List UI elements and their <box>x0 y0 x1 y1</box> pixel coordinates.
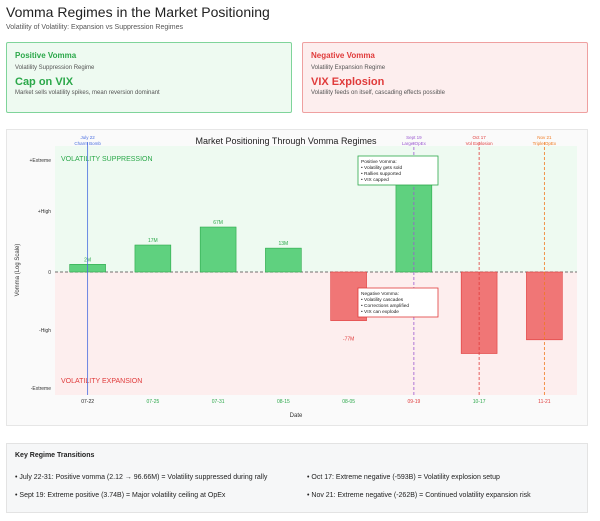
y-tick-label: -High <box>39 328 51 334</box>
bar-07-25 <box>134 244 172 273</box>
key-regime-transitions: Key Regime Transitions • July 22-31: Pos… <box>6 443 588 513</box>
x-tick-label: 08-05 <box>342 399 355 405</box>
negative-annotation-line: • Volatility cascades <box>361 297 404 303</box>
y-tick-label: 0 <box>48 270 51 276</box>
negative-card-heading: Negative Vomma <box>311 51 375 60</box>
x-tick-label: 08-15 <box>277 399 290 405</box>
negative-card-desc: Volatility feeds on itself, cascading ef… <box>311 90 445 96</box>
data-label: -77M <box>343 337 354 343</box>
positive-annotation-title: Positive Vomma: <box>361 159 397 165</box>
y-tick-label: -Extreme <box>31 386 52 392</box>
event-label: Nov 21 <box>537 135 552 140</box>
negative-card-sub: Volatility Expansion Regime <box>311 65 386 71</box>
suppression-zone <box>55 146 577 272</box>
transition-item: • Nov 21: Extreme negative (-262B) = Con… <box>307 492 531 499</box>
bar-07-31 <box>199 226 237 273</box>
negative-vomma-card: Negative Vomma Volatility Expansion Regi… <box>302 42 588 113</box>
positive-annotation-line: • Rallies supported <box>361 171 401 177</box>
chart-title: Market Positioning Through Vomma Regimes <box>196 136 377 146</box>
positive-card-desc: Market sells volatility spikes, mean rev… <box>15 90 160 96</box>
x-tick-label: 07-22 <box>81 399 94 405</box>
chart-container: Market Positioning Through Vomma Regimes… <box>6 129 588 426</box>
page-title: Vomma Regimes in the Market Positioning <box>6 4 270 20</box>
positive-card-heading: Positive Vomma <box>15 51 77 60</box>
positive-annotation-line: • Volatility gets sold <box>361 165 402 171</box>
negative-annotation-line: • VIX can explode <box>361 309 399 315</box>
event-label: Oct 17 <box>472 135 486 140</box>
bar-08-15 <box>265 247 302 273</box>
suppression-zone-label: VOLATILITY SUPPRESSION <box>61 156 153 163</box>
x-tick-label: 07-25 <box>146 399 159 405</box>
x-axis-label: Date <box>290 413 303 419</box>
negative-annotation-title: Negative Vomma: <box>361 291 399 297</box>
negative-annotation-box <box>357 287 439 318</box>
positive-annotation-line: • VIX capped <box>361 177 389 183</box>
negative-annotation-line: • Corrections amplified <box>361 303 409 309</box>
event-label: Vol Explosion <box>466 141 494 146</box>
y-axis-label: Vomma (Log Scale) <box>15 244 21 297</box>
data-label: 67M <box>213 220 223 226</box>
transition-item: • Oct 17: Extreme negative (-593B) = Vol… <box>307 474 500 481</box>
x-tick-label: 07-31 <box>212 399 225 405</box>
x-tick-label: 11-21 <box>538 399 551 405</box>
transition-item: • Sept 19: Extreme positive (3.74B) = Ma… <box>15 492 226 499</box>
page-subtitle: Volatility of Volatility: Expansion vs S… <box>6 24 184 31</box>
transitions-heading: Key Regime Transitions <box>15 452 95 459</box>
event-label: July 22 <box>80 135 95 140</box>
event-label: Large OpEx <box>402 141 427 146</box>
negative-card-big: VIX Explosion <box>311 76 385 88</box>
expansion-zone-label: VOLATILITY EXPANSION <box>61 378 142 385</box>
transition-item: • July 22-31: Positive vomma (2.12 → 96.… <box>15 474 268 481</box>
event-label: Triple OpEx <box>533 141 557 146</box>
expansion-zone <box>55 272 577 395</box>
x-tick-label: 09-19 <box>407 399 420 405</box>
positive-card-big: Cap on VIX <box>15 76 74 88</box>
data-label: 13M <box>279 241 289 247</box>
x-tick-label: 10-17 <box>473 399 486 405</box>
y-tick-label: +High <box>38 209 51 215</box>
positive-annotation-box <box>357 155 439 186</box>
vomma-chart: Market Positioning Through Vomma Regimes… <box>15 135 577 419</box>
positive-card-sub: Volatility Suppression Regime <box>15 65 95 71</box>
y-tick-label: +Extreme <box>29 158 51 164</box>
event-label: Charm Bomb <box>74 141 101 146</box>
event-label: Sept 19 <box>406 135 422 140</box>
data-label: 17M <box>148 238 158 244</box>
positive-vomma-card: Positive Vomma Volatility Suppression Re… <box>6 42 292 113</box>
